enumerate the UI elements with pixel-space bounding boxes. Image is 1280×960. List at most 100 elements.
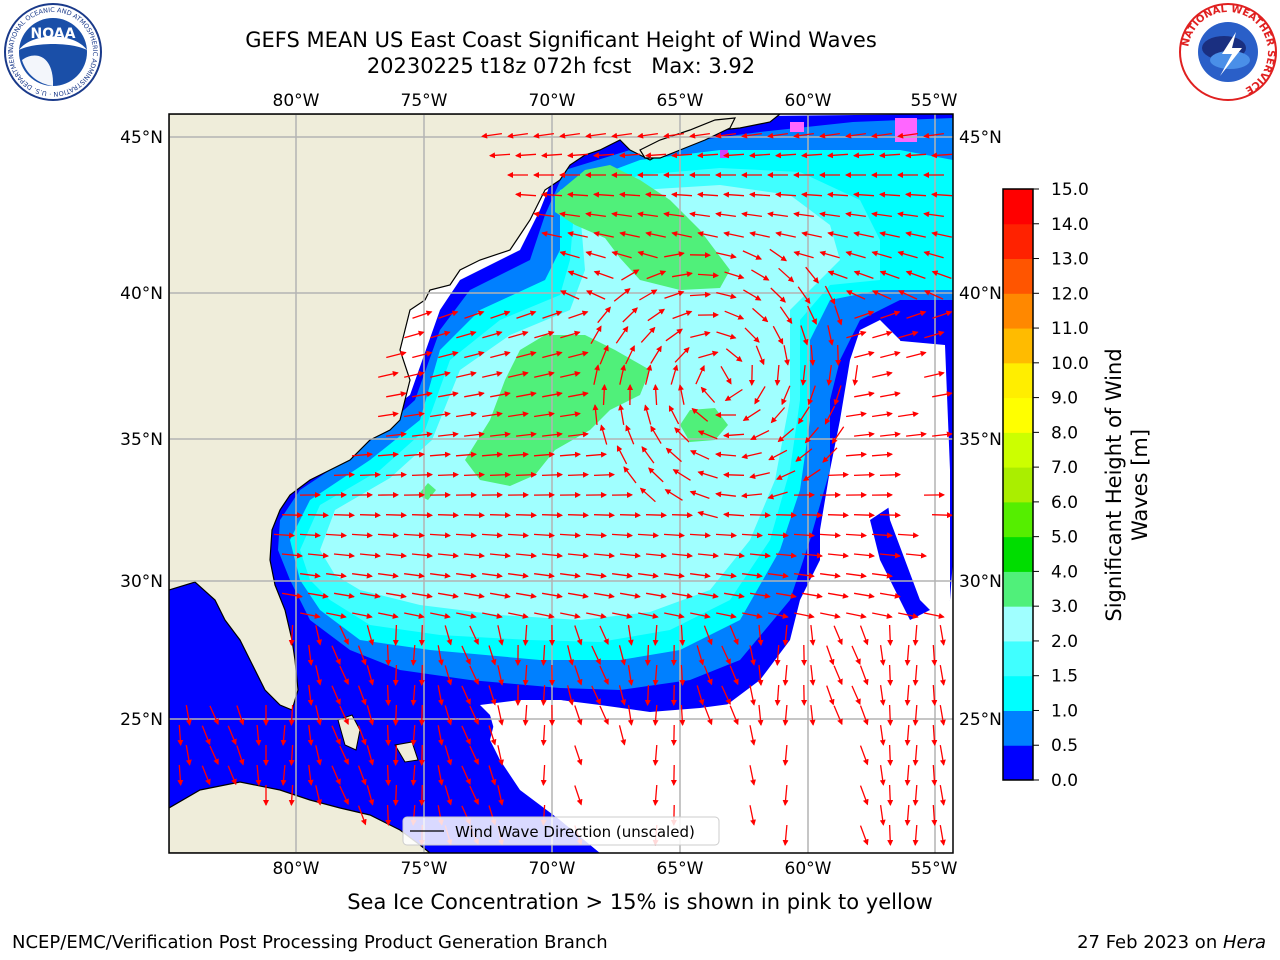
- wind-wave-arrow: [300, 572, 321, 579]
- wind-wave-arrow: [880, 350, 901, 359]
- wind-wave-arrow: [742, 409, 761, 421]
- wind-wave-arrow: [299, 532, 321, 539]
- wind-wave-arrow: [775, 470, 796, 480]
- wind-wave-arrow: [357, 725, 367, 746]
- wind-wave-arrow: [749, 725, 756, 746]
- wind-wave-arrow: [339, 665, 349, 686]
- wind-wave-arrow: [463, 512, 485, 519]
- wind-wave-arrow: [488, 765, 497, 786]
- wind-wave-arrow: [939, 624, 946, 646]
- wind-wave-arrow: [904, 644, 911, 666]
- wind-wave-arrow: [410, 724, 417, 746]
- wind-wave-arrow: [931, 764, 938, 786]
- wind-wave-arrow: [645, 152, 667, 159]
- wind-wave-arrow: [801, 152, 823, 159]
- wind-wave-arrow: [716, 331, 737, 340]
- wind-wave-arrow: [403, 532, 425, 539]
- wind-wave-arrow: [516, 310, 537, 319]
- wind-wave-arrow: [404, 572, 425, 579]
- wind-wave-arrow: [515, 152, 537, 159]
- wind-wave-arrow: [516, 350, 537, 359]
- wind-wave-arrow: [939, 664, 946, 686]
- wind-wave-arrow: [749, 645, 756, 666]
- wind-wave-arrow: [359, 592, 381, 599]
- wind-wave-arrow: [671, 231, 692, 238]
- wind-wave-arrow: [567, 685, 575, 706]
- wind-wave-arrow: [288, 624, 295, 646]
- wind-wave-arrow: [819, 250, 840, 259]
- colorbar-tick-label: 10.0: [1051, 354, 1089, 374]
- wind-wave-arrow: [879, 765, 886, 786]
- wind-wave-arrow: [795, 448, 813, 462]
- wind-wave-arrow: [185, 704, 192, 726]
- wind-wave-arrow: [489, 471, 511, 478]
- wind-wave-arrow: [412, 431, 433, 438]
- wind-wave-arrow: [559, 250, 580, 259]
- wind-wave-arrow: [744, 327, 760, 343]
- wind-wave-arrow: [430, 370, 451, 378]
- wind-wave-arrow: [898, 330, 919, 339]
- wind-wave-arrow: [904, 724, 911, 746]
- wind-wave-arrow: [801, 512, 823, 519]
- wind-wave-arrow: [939, 744, 946, 766]
- lon-label-bottom-70w: 70°W: [529, 859, 576, 879]
- wind-wave-arrow: [749, 805, 756, 826]
- wind-wave-arrow: [845, 211, 866, 218]
- wind-wave-arrow: [674, 346, 690, 363]
- wind-wave-arrow: [696, 685, 705, 706]
- wind-wave-arrow: [723, 152, 745, 159]
- wind-wave-arrow: [853, 191, 875, 198]
- wind-wave-arrow: [437, 471, 459, 478]
- wind-wave-arrow: [386, 431, 407, 438]
- wind-wave-arrow: [775, 152, 797, 159]
- wind-wave-arrow: [671, 152, 693, 159]
- wind-wave-arrow: [697, 592, 719, 599]
- wind-wave-arrow: [559, 211, 580, 218]
- wind-wave-arrow: [819, 211, 840, 218]
- wind-wave-arrow: [827, 471, 849, 478]
- wind-wave-arrow: [461, 645, 471, 666]
- wind-wave-arrow: [741, 132, 762, 139]
- wind-wave-arrow: [912, 744, 919, 766]
- wind-wave-arrow: [482, 330, 503, 339]
- wind-wave-arrow: [809, 665, 816, 686]
- wind-wave-arrow: [644, 684, 651, 706]
- wind-wave-arrow: [464, 350, 485, 359]
- wind-wave-arrow: [905, 270, 926, 280]
- wind-wave-arrow: [623, 466, 637, 484]
- wind-wave-arrow: [437, 645, 444, 666]
- colorbar-tick-label: 3.0: [1051, 597, 1078, 617]
- wind-wave-arrow: [924, 330, 945, 339]
- wind-wave-arrow: [872, 612, 893, 619]
- wind-wave-arrow: [482, 370, 503, 378]
- colorbar-tick-label: 13.0: [1051, 250, 1089, 270]
- sea-ice-patch-3: [720, 150, 728, 158]
- wind-wave-arrow: [444, 625, 453, 646]
- wind-wave-arrow: [742, 250, 763, 260]
- wind-wave-arrow: [366, 625, 375, 646]
- wind-wave-arrow: [679, 624, 686, 646]
- wind-wave-arrow: [769, 248, 788, 262]
- wind-wave-arrow: [697, 430, 718, 440]
- wind-wave-arrow: [597, 306, 611, 324]
- wind-wave-arrow: [490, 350, 511, 359]
- wind-wave-arrow: [567, 231, 588, 238]
- wind-wave-arrow: [377, 532, 399, 539]
- wind-wave-arrow: [412, 391, 433, 398]
- wind-wave-arrow: [541, 592, 563, 599]
- wind-wave-arrow: [720, 365, 732, 385]
- wind-wave-arrow: [385, 512, 407, 519]
- wind-wave-arrow: [697, 470, 718, 479]
- wind-wave-arrow: [931, 684, 938, 706]
- wind-wave-arrow: [497, 745, 504, 766]
- wind-wave-arrow: [879, 152, 901, 159]
- wind-wave-arrow: [333, 471, 355, 478]
- wind-wave-arrow: [533, 451, 555, 458]
- wind-wave-arrow: [897, 532, 919, 539]
- wind-wave-arrow: [691, 407, 709, 422]
- wind-wave-arrow: [777, 428, 795, 443]
- wind-wave-arrow: [331, 725, 341, 746]
- wind-wave-arrow: [755, 345, 765, 366]
- lat-label-left-35n: 35°N: [120, 430, 163, 450]
